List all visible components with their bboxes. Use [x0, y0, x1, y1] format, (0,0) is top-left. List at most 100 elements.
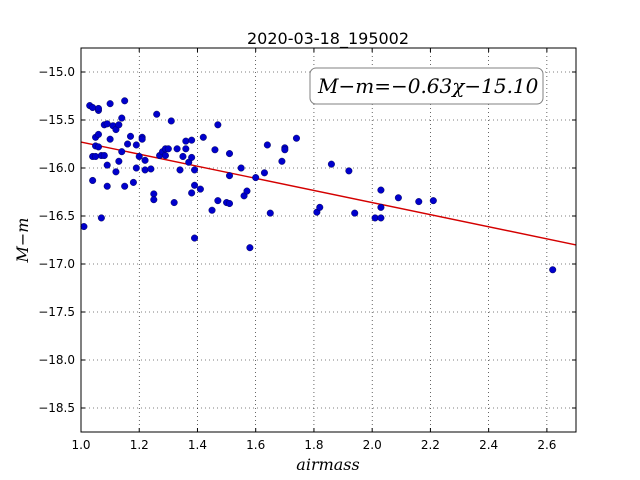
- x-tick-label: 1.0: [71, 438, 90, 452]
- data-point: [415, 198, 423, 206]
- data-point: [161, 152, 169, 160]
- x-tick-label: 2.0: [363, 438, 382, 452]
- x-tick-label: 1.6: [246, 438, 265, 452]
- data-point: [377, 214, 385, 222]
- data-point: [214, 197, 222, 205]
- data-point: [292, 134, 300, 142]
- x-tick-label: 1.4: [188, 438, 207, 452]
- data-point: [176, 166, 184, 174]
- data-point: [225, 200, 233, 208]
- data-point: [214, 121, 222, 129]
- data-point: [106, 100, 114, 108]
- data-point: [115, 121, 123, 129]
- data-point: [278, 157, 286, 165]
- data-point: [129, 178, 137, 186]
- data-point: [208, 206, 216, 214]
- data-point: [191, 234, 199, 242]
- data-point: [118, 148, 126, 156]
- data-point: [118, 114, 126, 122]
- data-point: [112, 168, 120, 176]
- data-point: [316, 203, 324, 211]
- y-tick-label: −15.5: [38, 113, 75, 127]
- data-point: [549, 266, 557, 274]
- data-point: [179, 152, 187, 160]
- data-point: [92, 152, 100, 160]
- data-point: [89, 104, 97, 112]
- data-point: [345, 167, 353, 175]
- data-point: [351, 209, 359, 217]
- y-tick-label: −15.0: [38, 65, 75, 79]
- data-point: [150, 196, 158, 204]
- y-tick-label: −16.5: [38, 209, 75, 223]
- data-point: [121, 97, 129, 105]
- y-tick-label: −17.5: [38, 305, 75, 319]
- x-axis-ticks: 1.0 1.2 1.4 1.6 1.8 2.0 2.2 2.4 2.6: [71, 48, 556, 452]
- data-point: [147, 165, 155, 173]
- fit-equation-label: M−m=−0.63χ−15.10: [317, 74, 539, 98]
- data-point: [103, 161, 111, 169]
- x-axis-label: airmass: [296, 455, 359, 474]
- x-tick-label: 1.2: [130, 438, 149, 452]
- data-point: [225, 150, 233, 158]
- fit-equation-box: [309, 67, 544, 105]
- data-point: [377, 203, 385, 211]
- data-point: [115, 157, 123, 165]
- data-point: [196, 185, 204, 193]
- data-points: [80, 97, 557, 274]
- y-tick-label: −18.5: [38, 401, 75, 415]
- data-point: [246, 244, 254, 252]
- data-point: [371, 214, 379, 222]
- data-point: [89, 176, 97, 184]
- data-point: [252, 174, 260, 182]
- chart-title: 2020-03-18_195002: [247, 29, 409, 49]
- data-point: [103, 120, 111, 128]
- data-point: [237, 164, 245, 172]
- data-point: [94, 130, 102, 138]
- data-point: [97, 214, 105, 222]
- data-point: [191, 181, 199, 189]
- data-point: [80, 223, 88, 231]
- plot-area: [81, 48, 576, 432]
- y-axis-ticks: −15.0 −15.5 −16.0 −16.5 −17.0 −17.5 −18.0 −18.5: [38, 65, 576, 415]
- data-point: [132, 141, 140, 149]
- data-point: [191, 166, 199, 174]
- data-point: [211, 146, 219, 154]
- data-point: [429, 197, 437, 205]
- data-point: [94, 104, 102, 112]
- data-point: [225, 172, 233, 180]
- y-tick-label: −16.0: [38, 161, 75, 175]
- data-point: [188, 153, 196, 161]
- data-point: [188, 189, 196, 197]
- data-point: [132, 164, 140, 172]
- data-point: [199, 133, 207, 141]
- data-point: [266, 209, 274, 217]
- x-tick-label: 2.6: [537, 438, 556, 452]
- data-point: [173, 145, 181, 153]
- data-point: [121, 182, 129, 190]
- fit-line: [80, 141, 577, 246]
- data-point: [138, 135, 146, 143]
- plot-frame: [80, 47, 577, 433]
- y-tick-label: −17.0: [38, 257, 75, 271]
- x-tick-label: 2.2: [421, 438, 440, 452]
- data-point: [188, 136, 196, 144]
- data-point: [263, 141, 271, 149]
- data-point: [394, 194, 402, 202]
- data-point: [135, 152, 143, 160]
- fit-line-layer: [80, 141, 577, 246]
- data-point: [327, 160, 335, 168]
- y-axis-label: M−m: [13, 218, 32, 264]
- data-point: [182, 137, 190, 145]
- data-point: [103, 182, 111, 190]
- data-point: [243, 187, 251, 195]
- data-point: [106, 135, 114, 143]
- data-point: [170, 199, 178, 207]
- data-point: [100, 152, 108, 160]
- y-tick-label: −18.0: [38, 353, 75, 367]
- data-point: [94, 143, 102, 151]
- data-point: [281, 146, 289, 154]
- x-tick-label: 2.4: [479, 438, 498, 452]
- data-point: [126, 132, 134, 140]
- data-point: [141, 166, 149, 174]
